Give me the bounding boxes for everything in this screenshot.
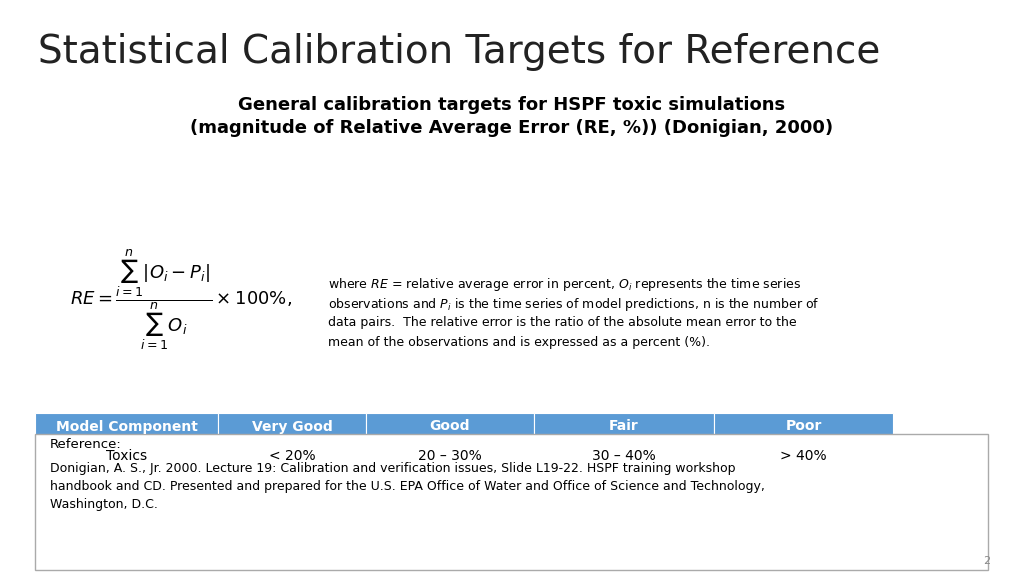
Text: handbook and CD. Presented and prepared for the U.S. EPA Office of Water and Off: handbook and CD. Presented and prepared … xyxy=(50,480,765,493)
Bar xyxy=(714,413,893,440)
Bar xyxy=(534,440,714,472)
Text: Toxics: Toxics xyxy=(105,449,147,463)
Text: Model Component: Model Component xyxy=(55,419,198,434)
Bar xyxy=(366,413,534,440)
Text: Washington, D.C.: Washington, D.C. xyxy=(50,498,158,511)
Text: $RE = \dfrac{\sum_{i=1}^{n}|O_i - P_i|}{\sum_{i=1}^{n} O_i} \times 100\%,$: $RE = \dfrac{\sum_{i=1}^{n}|O_i - P_i|}{… xyxy=(70,248,292,353)
Text: Very Good: Very Good xyxy=(252,419,333,434)
Text: 20 – 30%: 20 – 30% xyxy=(418,449,482,463)
Text: General calibration targets for HSPF toxic simulations: General calibration targets for HSPF tox… xyxy=(239,96,785,114)
Text: mean of the observations and is expressed as a percent (%).: mean of the observations and is expresse… xyxy=(328,336,710,349)
Text: data pairs.  The relative error is the ratio of the absolute mean error to the: data pairs. The relative error is the ra… xyxy=(328,316,797,329)
Text: observations and $P_i$ is the time series of model predictions, n is the number : observations and $P_i$ is the time serie… xyxy=(328,296,819,313)
Bar xyxy=(366,440,534,472)
Bar xyxy=(218,413,366,440)
Text: Donigian, A. S., Jr. 2000. Lecture 19: Calibration and verification issues, Slid: Donigian, A. S., Jr. 2000. Lecture 19: C… xyxy=(50,462,735,475)
Text: 30 – 40%: 30 – 40% xyxy=(592,449,656,463)
Bar xyxy=(534,413,714,440)
Text: > 40%: > 40% xyxy=(780,449,826,463)
Text: Statistical Calibration Targets for Reference: Statistical Calibration Targets for Refe… xyxy=(38,33,881,71)
Bar xyxy=(35,440,218,472)
Bar xyxy=(35,413,218,440)
Text: < 20%: < 20% xyxy=(268,449,315,463)
Bar xyxy=(218,440,366,472)
Text: where $RE$ = relative average error in percent, $O_i$ represents the time series: where $RE$ = relative average error in p… xyxy=(328,276,801,293)
Text: Reference:: Reference: xyxy=(50,438,122,451)
Text: (magnitude of Relative Average Error (RE, %)) (Donigian, 2000): (magnitude of Relative Average Error (RE… xyxy=(190,119,834,137)
Text: 2: 2 xyxy=(983,556,990,566)
Bar xyxy=(714,440,893,472)
Text: Poor: Poor xyxy=(785,419,821,434)
Text: Fair: Fair xyxy=(609,419,639,434)
Text: Good: Good xyxy=(430,419,470,434)
Bar xyxy=(35,434,988,570)
